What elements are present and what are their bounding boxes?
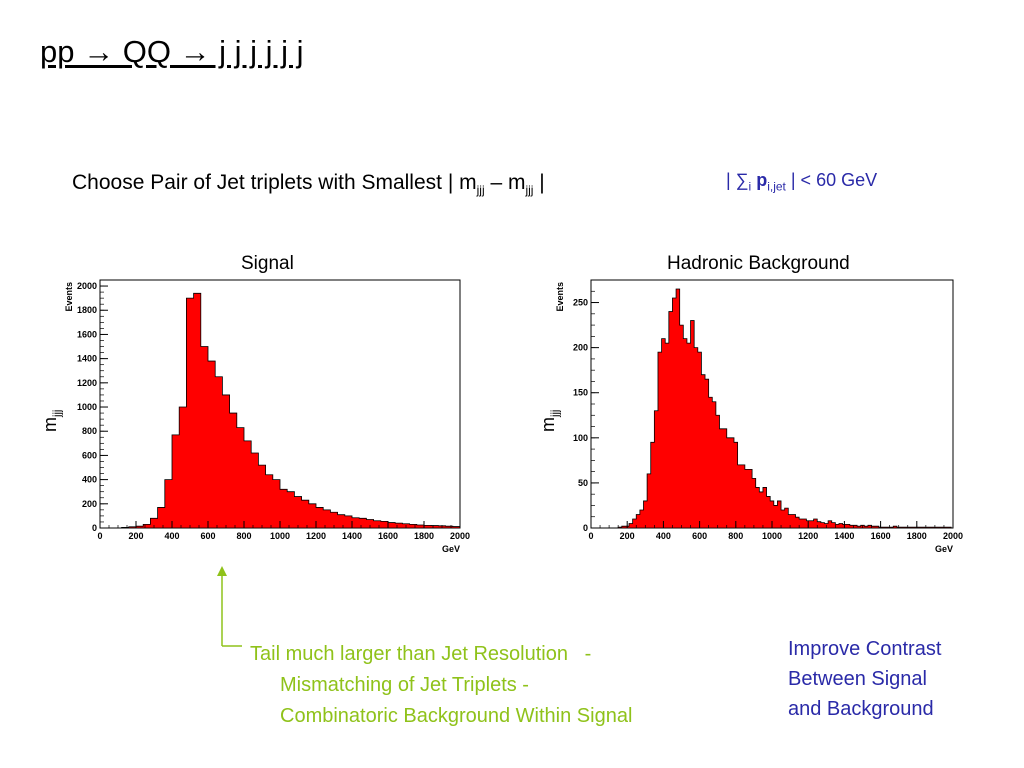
- y-tick-label: 200: [573, 343, 588, 353]
- x-tick-label: 400: [656, 531, 671, 541]
- x-tick-label: 0: [588, 531, 593, 541]
- background-histogram: 0 200 400 600 800 1000 1200 1400 1600 1800 2000 0 50…: [555, 279, 963, 554]
- x-tick-label: 0: [97, 531, 102, 541]
- criterion-minus: – m: [484, 171, 526, 194]
- improve-line-1: Improve Contrast: [788, 638, 942, 660]
- cut-sum: | ∑: [726, 170, 749, 190]
- x-tick-label: 1400: [342, 531, 362, 541]
- cut-sub-ijet: i,jet: [767, 179, 786, 194]
- cut-sub-i: i: [748, 179, 752, 194]
- x-tick-label: 200: [620, 531, 635, 541]
- y-tick-label: 1400: [77, 354, 97, 364]
- y-tick-label: 600: [82, 450, 97, 460]
- improve-line-2: Between Signal: [788, 668, 927, 690]
- momentum-cut: | ∑i pi,jet | < 60 GeV: [726, 170, 877, 194]
- cut-p: p: [751, 170, 768, 190]
- y-tick-label: 1000: [77, 402, 97, 412]
- y-tick-label: 1200: [77, 378, 97, 388]
- y-tick-label: 1800: [77, 305, 97, 315]
- signal-mass-label-m: m: [40, 417, 60, 432]
- x-tick-label: 1000: [270, 531, 290, 541]
- x-tick-label: 1400: [834, 531, 854, 541]
- x-tick-label: 1200: [306, 531, 326, 541]
- x-tick-label: 1600: [378, 531, 398, 541]
- x-tick-label: 600: [692, 531, 707, 541]
- y-tick-label: 150: [573, 388, 588, 398]
- y-tick-label: 400: [82, 475, 97, 485]
- x-tick-label: 2000: [450, 531, 470, 541]
- criterion-sub-2: jjj: [525, 183, 534, 198]
- x-axis-label: GeV: [442, 544, 460, 554]
- x-tick-label: 1000: [762, 531, 782, 541]
- y-tick-label: 0: [92, 523, 97, 533]
- cut-value: | < 60 GeV: [785, 170, 878, 190]
- plot-frame: [590, 279, 954, 529]
- x-tick-label: 1200: [798, 531, 818, 541]
- x-tick-label: 1800: [907, 531, 927, 541]
- note-line-1: Tail much larger than Jet Resolution -: [250, 643, 592, 665]
- improve-contrast-note: Improve Contrast Between Signal and Backgr…: [788, 634, 941, 724]
- criterion-end: |: [533, 171, 545, 194]
- y-axis-label: Events: [64, 282, 74, 312]
- tail-annotation: Tail much larger than Jet Resolution - Mi…: [250, 639, 632, 732]
- signal-histogram: 0 200 400 600 800 1000 1200 1400 1600 1800 2000 0 20…: [64, 279, 470, 554]
- criterion-text: Choose Pair of Jet triplets with Smalles…: [72, 171, 477, 194]
- y-tick-label: 100: [573, 433, 588, 443]
- x-tick-label: 600: [200, 531, 215, 541]
- improve-line-3: and Background: [788, 698, 934, 720]
- signal-chart-title: Signal: [241, 253, 294, 274]
- histogram-series: [617, 288, 952, 529]
- y-tick-label: 2000: [77, 281, 97, 291]
- x-tick-label: 800: [236, 531, 251, 541]
- y-tick-label: 1600: [77, 329, 97, 339]
- criterion-sub-1: jjj: [476, 183, 485, 198]
- x-axis-label: GeV: [935, 544, 953, 554]
- y-tick-label: 800: [82, 426, 97, 436]
- note-line-3: Combinatoric Background Within Signal: [280, 705, 633, 727]
- y-tick-label: 250: [573, 298, 588, 308]
- x-tick-label: 400: [164, 531, 179, 541]
- page-title: pp → QQ → j j j j j j: [40, 34, 304, 69]
- annotation-arrow: [217, 566, 242, 647]
- x-tick-label: 2000: [943, 531, 963, 541]
- histogram-series: [100, 292, 461, 529]
- x-tick-label: 800: [728, 531, 743, 541]
- x-tick-label: 1600: [871, 531, 891, 541]
- selection-criterion: Choose Pair of Jet triplets with Smalles…: [72, 171, 545, 197]
- y-axis-label: Events: [555, 282, 565, 312]
- y-tick-label: 50: [578, 478, 588, 488]
- y-tick-label: 0: [583, 523, 588, 533]
- y-tick-label: 200: [82, 499, 97, 509]
- x-tick-label: 1800: [414, 531, 434, 541]
- x-tick-label: 200: [128, 531, 143, 541]
- note-line-2: Mismatching of Jet Triplets -: [280, 674, 529, 696]
- background-chart-title: Hadronic Background: [667, 253, 850, 274]
